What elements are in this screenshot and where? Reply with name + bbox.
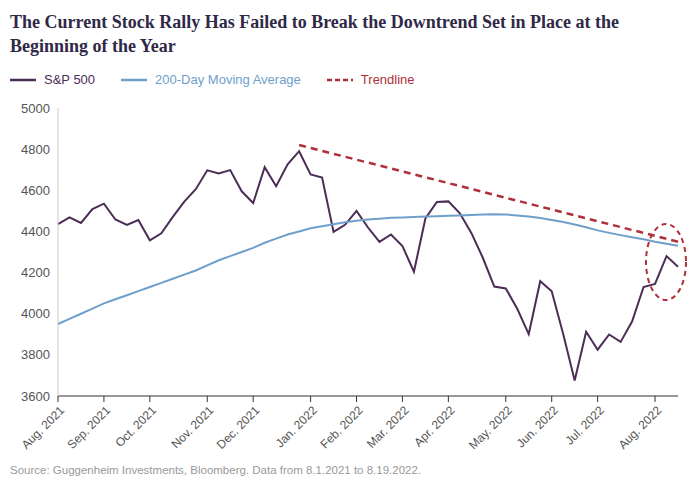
svg-text:Jul. 2022: Jul. 2022 bbox=[562, 403, 607, 448]
svg-text:Sep. 2021: Sep. 2021 bbox=[65, 403, 114, 452]
svg-text:Dec. 2021: Dec. 2021 bbox=[214, 403, 263, 452]
html-text:S&P 500: S&P 500 bbox=[44, 72, 96, 87]
svg-text:Aug. 2021: Aug. 2021 bbox=[19, 403, 68, 452]
svg-text:4000: 4000 bbox=[21, 306, 50, 321]
svg-text:3800: 3800 bbox=[21, 347, 50, 362]
html-text:200-Day Moving Average: 200-Day Moving Average bbox=[155, 72, 301, 87]
html-text:Trendline: Trendline bbox=[360, 72, 415, 87]
html-text:Source: Guggenheim Investments: Source: Guggenheim Investments, Bloomber… bbox=[10, 464, 421, 476]
svg-text:Nov. 2021: Nov. 2021 bbox=[169, 403, 217, 451]
svg-text:3600: 3600 bbox=[21, 389, 50, 404]
svg-text:4600: 4600 bbox=[21, 183, 50, 198]
svg-text:4400: 4400 bbox=[21, 224, 50, 239]
svg-text:5000: 5000 bbox=[21, 101, 50, 116]
svg-text:Jan. 2022: Jan. 2022 bbox=[273, 403, 320, 450]
svg-text:Mar. 2022: Mar. 2022 bbox=[364, 403, 412, 451]
svg-text:Aug. 2022: Aug. 2022 bbox=[616, 403, 665, 452]
svg-text:4200: 4200 bbox=[21, 265, 50, 280]
svg-text:Oct. 2021: Oct. 2021 bbox=[112, 403, 159, 450]
svg-text:Feb. 2022: Feb. 2022 bbox=[318, 403, 366, 451]
html-text:The Current Stock Rally Has Fa: The Current Stock Rally Has Failed to Br… bbox=[10, 12, 619, 56]
svg-text:Apr. 2022: Apr. 2022 bbox=[411, 403, 457, 449]
svg-text:Jun. 2022: Jun. 2022 bbox=[514, 403, 561, 450]
svg-text:4800: 4800 bbox=[21, 142, 50, 157]
svg-text:May. 2022: May. 2022 bbox=[466, 403, 515, 452]
